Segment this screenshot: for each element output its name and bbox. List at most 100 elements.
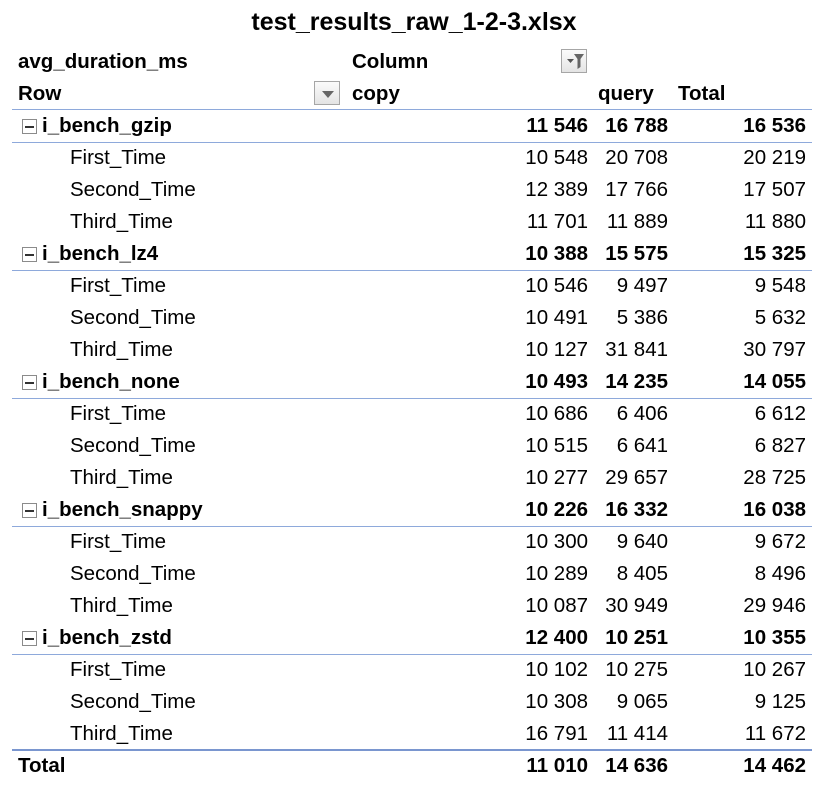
group-divider: [12, 654, 812, 655]
table-row-value-copy: 10 491: [525, 306, 588, 329]
group-label-i_bench_gzip[interactable]: i_bench_gzip: [42, 114, 172, 137]
group-i_bench_none-value-copy: 10 493: [525, 370, 588, 393]
group-i_bench_snappy-value-copy: 10 226: [525, 498, 588, 521]
collapse-minus-icon[interactable]: [22, 503, 37, 518]
group-i_bench_gzip-value-copy: 11 546: [526, 114, 588, 137]
row-label-second_time: Second_Time: [70, 306, 196, 329]
row-label-first_time: First_Time: [70, 146, 167, 169]
grand-total-divider: [12, 749, 812, 751]
group-i_bench_lz4-value-total: 15 325: [743, 242, 806, 265]
row-label-first_time: First_Time: [70, 402, 167, 425]
row-label-third_time: Third_Time: [70, 722, 173, 745]
table-row-value-query: 9 497: [616, 274, 668, 297]
row-label-first_time: First_Time: [70, 530, 167, 553]
table-row-value-query: 9 640: [616, 530, 668, 553]
row-labels-header: Row: [18, 82, 62, 105]
table-row-value-total: 10 267: [743, 658, 806, 681]
group-divider: [12, 398, 812, 399]
dropdown-arrow-icon: [322, 91, 334, 98]
row-label-third_time: Third_Time: [70, 338, 173, 361]
table-row-value-copy: 10 289: [525, 562, 588, 585]
value-field-label: avg_duration_ms: [18, 50, 188, 73]
table-row-value-query: 6 641: [616, 434, 668, 457]
table-row-value-total: 8 496: [754, 562, 806, 585]
table-row-value-copy: 10 686: [525, 402, 588, 425]
group-label-i_bench_lz4[interactable]: i_bench_lz4: [42, 242, 159, 265]
table-row-value-total: 20 219: [743, 146, 806, 169]
table-row-value-copy: 10 515: [525, 434, 588, 457]
grand-total-label: Total: [18, 754, 66, 777]
table-row-value-copy: 10 102: [525, 658, 588, 681]
row-filter-button[interactable]: [314, 81, 340, 105]
table-row-value-copy: 10 277: [525, 466, 588, 489]
table-row-value-copy: 10 300: [525, 530, 588, 553]
table-row-value-copy: 10 548: [525, 146, 588, 169]
table-row-value-query: 6 406: [616, 402, 668, 425]
group-i_bench_zstd-value-query: 10 251: [605, 626, 668, 649]
table-row-value-query: 11 414: [606, 722, 668, 745]
group-i_bench_lz4-value-query: 15 575: [605, 242, 668, 265]
column-filter-button[interactable]: [561, 49, 587, 73]
table-row-value-copy: 12 389: [525, 178, 588, 201]
row-label-third_time: Third_Time: [70, 594, 173, 617]
table-row-value-total: 9 672: [754, 530, 806, 553]
header-divider: [12, 109, 812, 110]
grand-total-value-total: 14 462: [743, 754, 806, 777]
table-row-value-copy: 10 127: [525, 338, 588, 361]
filter-dropdown-icon: [567, 54, 584, 69]
col-header-query: query: [598, 82, 654, 105]
table-row-value-query: 8 405: [616, 562, 668, 585]
table-row-value-query: 29 657: [605, 466, 668, 489]
table-row-value-query: 10 275: [605, 658, 668, 681]
group-i_bench_snappy-value-query: 16 332: [605, 498, 668, 521]
table-row-value-copy: 11 701: [526, 210, 588, 233]
group-i_bench_gzip-value-total: 16 536: [743, 114, 806, 137]
row-label-first_time: First_Time: [70, 658, 167, 681]
table-row-value-total: 9 548: [754, 274, 806, 297]
table-row-value-query: 9 065: [616, 690, 668, 713]
table-row-value-total: 30 797: [743, 338, 806, 361]
group-divider: [12, 526, 812, 527]
table-row-value-query: 5 386: [616, 306, 668, 329]
table-row-value-total: 28 725: [743, 466, 806, 489]
row-label-second_time: Second_Time: [70, 562, 196, 585]
row-label-third_time: Third_Time: [70, 466, 173, 489]
table-row-value-total: 9 125: [754, 690, 806, 713]
grand-total-value-query: 14 636: [605, 754, 668, 777]
grand-total-value-copy: 11 010: [526, 754, 588, 777]
table-row-value-query: 17 766: [605, 178, 668, 201]
group-i_bench_none-value-total: 14 055: [743, 370, 806, 393]
collapse-minus-icon[interactable]: [22, 247, 37, 262]
table-row-value-total: 6 827: [754, 434, 806, 457]
group-divider: [12, 270, 812, 271]
col-header-total: Total: [678, 82, 726, 105]
row-label-third_time: Third_Time: [70, 210, 173, 233]
row-label-second_time: Second_Time: [70, 690, 196, 713]
col-header-copy: copy: [352, 82, 400, 105]
table-row-value-query: 20 708: [605, 146, 668, 169]
row-label-second_time: Second_Time: [70, 178, 196, 201]
row-label-second_time: Second_Time: [70, 434, 196, 457]
group-i_bench_gzip-value-query: 16 788: [605, 114, 668, 137]
table-row-value-total: 5 632: [754, 306, 806, 329]
collapse-minus-icon[interactable]: [22, 119, 37, 134]
table-row-value-total: 11 672: [744, 722, 806, 745]
group-i_bench_snappy-value-total: 16 038: [743, 498, 806, 521]
row-label-first_time: First_Time: [70, 274, 167, 297]
group-label-i_bench_snappy[interactable]: i_bench_snappy: [42, 498, 203, 521]
table-row-value-copy: 16 791: [525, 722, 588, 745]
group-i_bench_none-value-query: 14 235: [605, 370, 668, 393]
collapse-minus-icon[interactable]: [22, 631, 37, 646]
group-label-i_bench_zstd[interactable]: i_bench_zstd: [42, 626, 172, 649]
table-row-value-total: 17 507: [743, 178, 806, 201]
group-label-i_bench_none[interactable]: i_bench_none: [42, 370, 180, 393]
group-divider: [12, 142, 812, 143]
column-labels-header: Column: [352, 50, 429, 73]
group-i_bench_lz4-value-copy: 10 388: [525, 242, 588, 265]
table-row-value-total: 29 946: [743, 594, 806, 617]
table-row-value-query: 11 889: [606, 210, 668, 233]
table-row-value-copy: 10 308: [525, 690, 588, 713]
group-i_bench_zstd-value-copy: 12 400: [525, 626, 588, 649]
group-i_bench_zstd-value-total: 10 355: [743, 626, 806, 649]
collapse-minus-icon[interactable]: [22, 375, 37, 390]
